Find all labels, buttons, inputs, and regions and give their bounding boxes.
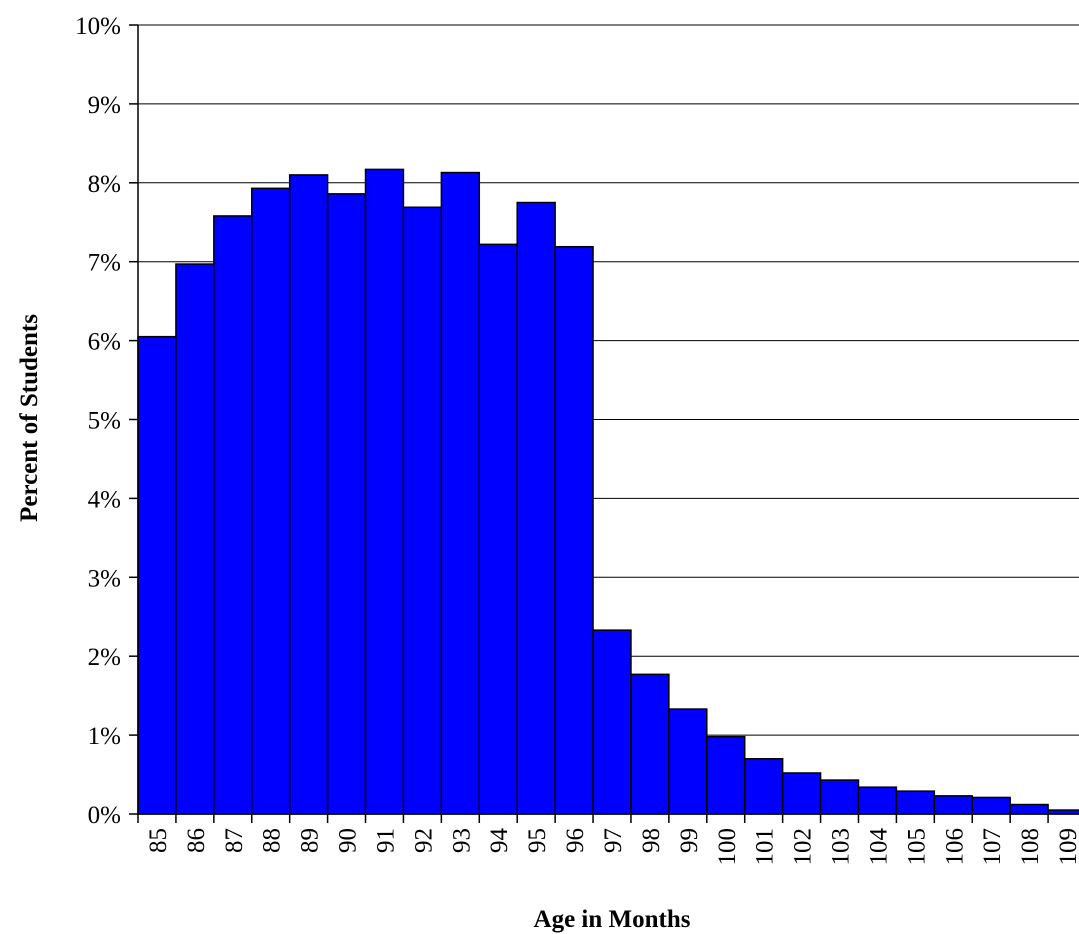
bar <box>819 779 860 815</box>
x-tick-label: 87 <box>221 828 248 853</box>
x-tick-label: 108 <box>1017 828 1044 866</box>
x-tick-label: 86 <box>183 828 210 853</box>
x-tick-label: 103 <box>828 828 855 866</box>
x-tick-label: 95 <box>524 828 551 853</box>
y-tick-label: 10% <box>75 13 121 40</box>
bar <box>895 790 936 815</box>
x-tick-label: 104 <box>865 828 892 866</box>
bar <box>402 206 443 815</box>
x-tick-label: 96 <box>562 828 589 853</box>
x-tick-label: 88 <box>259 828 286 853</box>
y-tick-label: 3% <box>88 565 121 592</box>
bar <box>668 708 708 815</box>
y-tick-label: 6% <box>88 329 121 356</box>
x-tick-label: 89 <box>297 828 324 853</box>
bar <box>516 201 556 815</box>
bar <box>554 245 594 815</box>
bar <box>706 735 746 815</box>
bar <box>743 758 784 815</box>
x-tick-label: 85 <box>145 828 172 853</box>
x-tick-label: 105 <box>903 828 930 866</box>
x-tick-label: 94 <box>486 828 513 854</box>
bar <box>1009 803 1049 815</box>
y-tick-label: 2% <box>88 644 121 671</box>
y-tick-label: 4% <box>88 486 121 513</box>
bar <box>288 174 329 815</box>
bars <box>137 168 1079 815</box>
bar <box>440 171 481 815</box>
bar <box>781 772 822 815</box>
bar <box>857 786 898 815</box>
bar <box>592 629 632 815</box>
x-tick-label: 101 <box>752 828 779 866</box>
x-tick-label: 106 <box>941 828 968 866</box>
y-tick-label: 9% <box>88 92 121 119</box>
x-tick-label: 90 <box>335 828 362 853</box>
x-tick-label: 97 <box>600 828 627 853</box>
x-tick-labels: 85 86 87 88 89 90 91 92 93 94 95 96 97 98 99 100 101 102 1… <box>145 828 1079 866</box>
y-tick-label: 0% <box>88 802 121 829</box>
y-tick-label: 1% <box>88 723 121 750</box>
y-axis-title: Percent of Students <box>16 314 43 522</box>
bar <box>933 795 973 815</box>
x-tick-label: 102 <box>790 828 817 866</box>
bar <box>251 187 291 815</box>
bar <box>364 168 405 815</box>
bar <box>326 193 367 815</box>
x-tick-label: 91 <box>372 828 399 853</box>
x-tick-label: 99 <box>676 828 703 853</box>
y-tick-labels: 0% 1% 2% 3% 4% 5% 6% 7% 8% 9% 10% <box>75 13 121 829</box>
x-axis-title: Age in Months <box>534 906 691 933</box>
bar <box>137 335 177 815</box>
x-tick-label: 100 <box>714 828 741 866</box>
bar <box>971 796 1011 815</box>
x-tick-label: 107 <box>979 828 1006 866</box>
x-tick-label: 98 <box>638 828 665 853</box>
y-tick-label: 7% <box>88 250 121 277</box>
bar <box>478 243 518 815</box>
x-tick-label: 93 <box>448 828 475 853</box>
x-tick-label: 92 <box>410 828 437 853</box>
y-tick-label: 5% <box>88 408 121 435</box>
x-tick-label: 109 <box>1055 828 1079 866</box>
bar <box>175 263 215 815</box>
bar <box>213 215 253 815</box>
axes <box>129 24 1079 823</box>
y-tick-label: 8% <box>88 171 121 198</box>
bar <box>630 673 670 815</box>
